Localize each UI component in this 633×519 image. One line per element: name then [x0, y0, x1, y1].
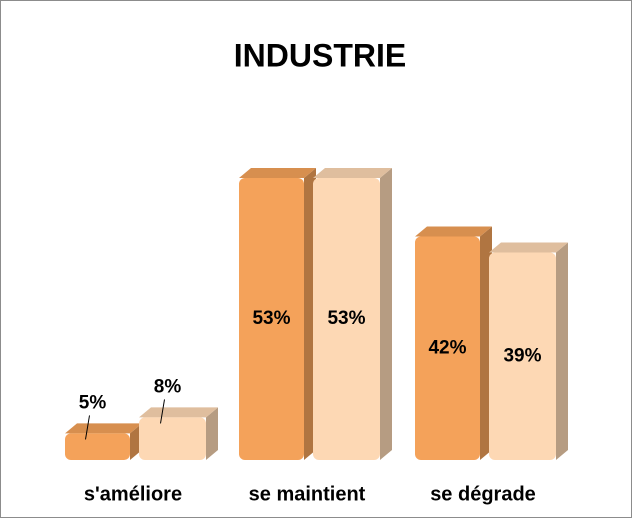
leader-line [85, 415, 90, 440]
bar-top [65, 423, 142, 434]
bar [415, 236, 480, 460]
bar [239, 178, 304, 460]
leader-line [160, 399, 165, 424]
bar-top [415, 226, 492, 237]
data-label: 53% [252, 308, 290, 329]
bar-top [313, 168, 392, 178]
bar [139, 417, 206, 460]
bar-side [380, 168, 392, 460]
bar-top [139, 407, 218, 418]
bar-side [556, 242, 568, 460]
x-tick-label: s'améliore [84, 483, 182, 505]
bar [65, 433, 130, 460]
data-label: 8% [154, 376, 182, 397]
x-tick-label: se dégrade [430, 483, 536, 505]
data-label: 53% [327, 308, 365, 329]
bar-side [206, 407, 218, 460]
x-tick-label: se maintient [249, 483, 366, 505]
data-label: 42% [428, 337, 466, 358]
data-label: 5% [79, 392, 107, 413]
chart-title: INDUSTRIE [234, 37, 406, 73]
bar [489, 252, 556, 460]
data-label: 39% [503, 345, 541, 366]
bar-top [489, 242, 568, 253]
bar-top [239, 168, 316, 178]
bar [313, 178, 380, 460]
